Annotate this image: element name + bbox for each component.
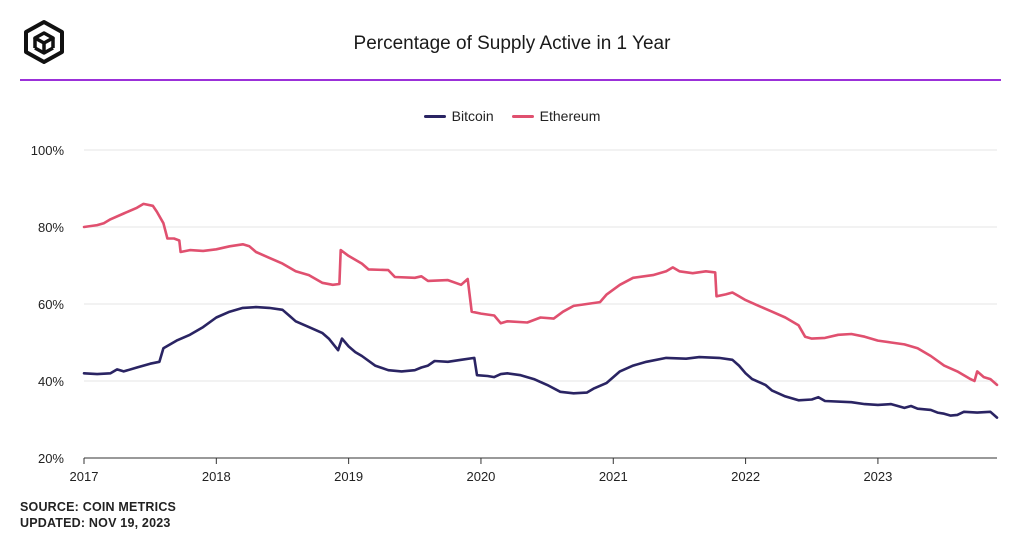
series-line-bitcoin: [82, 305, 999, 419]
x-tick-label: 2022: [731, 469, 760, 484]
updated-note: UPDATED: NOV 19, 2023: [20, 516, 171, 530]
legend-label-ethereum: Ethereum: [539, 108, 601, 124]
legend-label-bitcoin: Bitcoin: [451, 108, 494, 124]
series-line-ethereum: [82, 202, 999, 387]
x-tick-label: 2020: [466, 469, 495, 484]
legend-item-bitcoin[interactable]: Bitcoin: [423, 108, 494, 124]
x-tick-label: 2019: [334, 469, 363, 484]
y-tick-label: 80%: [38, 220, 64, 235]
x-tick-label: 2018: [202, 469, 231, 484]
x-tick-label: 2023: [863, 469, 892, 484]
x-tick-label: 2021: [599, 469, 628, 484]
y-tick-label: 100%: [31, 143, 65, 158]
legend-swatch-ethereum: [511, 114, 534, 118]
legend-swatch-bitcoin: [423, 114, 446, 118]
y-tick-label: 40%: [38, 374, 64, 389]
source-note: SOURCE: COIN METRICS: [20, 500, 177, 514]
x-tick-label: 2017: [70, 469, 99, 484]
chart-legend: Bitcoin Ethereum: [0, 108, 1024, 124]
chart-title: Percentage of Supply Active in 1 Year: [353, 33, 671, 54]
y-tick-label: 60%: [38, 297, 64, 312]
cube-logo-icon: [24, 20, 64, 64]
header-divider: [20, 79, 1001, 81]
y-tick-label: 20%: [38, 451, 64, 466]
legend-item-ethereum[interactable]: Ethereum: [511, 108, 601, 124]
